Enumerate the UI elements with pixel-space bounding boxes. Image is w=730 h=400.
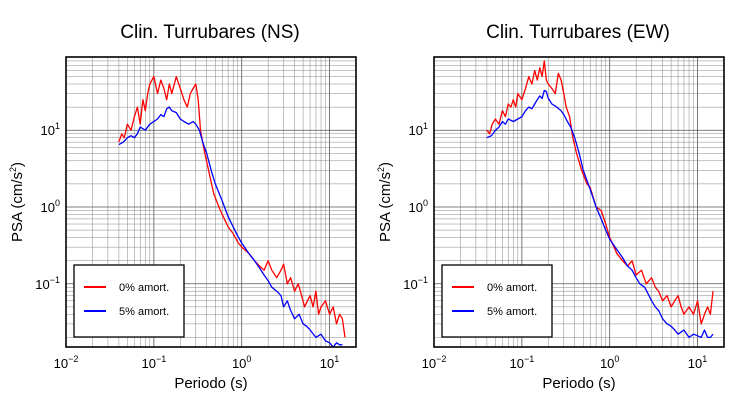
x-tick-label: 10−1 (141, 354, 166, 371)
series-line-1 (486, 89, 714, 339)
y-tick-label: 100 (41, 198, 60, 215)
x-tick-base: 10 (600, 356, 614, 371)
chart-title: Clin. Turrubares (EW) (486, 22, 670, 43)
y-axis-label-sup: 2 (376, 167, 386, 172)
x-tick-base: 10 (141, 356, 155, 371)
x-tick-base: 10 (509, 356, 523, 371)
y-tick-base: 10 (41, 200, 55, 215)
x-tick-exp: −1 (156, 354, 166, 364)
series-line-0 (486, 60, 714, 325)
y-axis-label-end: ) (377, 162, 394, 167)
plot-frame (433, 56, 725, 348)
y-tick-label: 10−1 (403, 275, 428, 292)
legend: 0% amort. 5% amort. (441, 264, 553, 338)
y-tick-label: 101 (409, 121, 428, 138)
y-tick-label: 101 (41, 121, 60, 138)
x-tick-base: 10 (232, 356, 246, 371)
x-tick-exp: 0 (614, 354, 619, 364)
x-tick-label: 10−1 (509, 354, 534, 371)
legend-label-1: 5% amort. (119, 306, 169, 318)
x-tick-label: 10−2 (54, 354, 79, 371)
y-tick-exp: −1 (418, 275, 428, 285)
y-tick-exp: 1 (55, 121, 60, 131)
y-tick-exp: 0 (423, 198, 428, 208)
y-axis-label-main: PSA (cm/s (377, 172, 394, 242)
x-tick-exp: −2 (436, 354, 446, 364)
y-tick-exp: 1 (423, 121, 428, 131)
x-tick-exp: −2 (68, 354, 78, 364)
x-tick-label: 100 (600, 354, 619, 371)
x-tick-base: 10 (422, 356, 436, 371)
x-tick-base: 10 (688, 356, 702, 371)
y-tick-exp: −1 (50, 275, 60, 285)
x-tick-label: 10−2 (422, 354, 447, 371)
x-tick-base: 10 (54, 356, 68, 371)
y-tick-exp: 0 (55, 198, 60, 208)
x-tick-label: 100 (232, 354, 251, 371)
x-tick-exp: 0 (246, 354, 251, 364)
y-axis-label-sup: 2 (8, 167, 18, 172)
x-tick-label: 101 (320, 354, 339, 371)
y-axis-label-main: PSA (cm/s (9, 172, 26, 242)
series-line-0 (118, 75, 346, 338)
x-tick-exp: −1 (524, 354, 534, 364)
y-tick-base: 10 (403, 277, 417, 292)
legend-label-0: 0% amort. (119, 282, 169, 294)
chart-title: Clin. Turrubares (NS) (120, 22, 300, 43)
legend-label-1: 5% amort. (487, 306, 537, 318)
plot-frame (65, 56, 357, 348)
y-axis-label-end: ) (9, 162, 26, 167)
gridlines (65, 56, 357, 347)
y-tick-base: 10 (41, 123, 55, 138)
y-axis-label: PSA (cm/s2) (8, 162, 26, 242)
y-tick-label: 100 (409, 198, 428, 215)
legend-label-0: 0% amort. (487, 282, 537, 294)
y-axis-label: PSA (cm/s2) (376, 162, 394, 242)
y-tick-base: 10 (409, 200, 423, 215)
x-tick-base: 10 (320, 356, 334, 371)
legend-box (441, 264, 553, 338)
x-tick-label: 101 (688, 354, 707, 371)
x-tick-exp: 1 (702, 354, 707, 364)
y-tick-label: 10−1 (35, 275, 60, 292)
y-tick-base: 10 (35, 277, 49, 292)
legend-box (73, 264, 185, 338)
x-axis-label: Periodo (s) (542, 375, 615, 392)
x-axis-label: Periodo (s) (174, 375, 247, 392)
y-tick-base: 10 (409, 123, 423, 138)
series-line-1 (118, 106, 343, 348)
x-tick-exp: 1 (334, 354, 339, 364)
legend: 0% amort. 5% amort. (73, 264, 185, 338)
